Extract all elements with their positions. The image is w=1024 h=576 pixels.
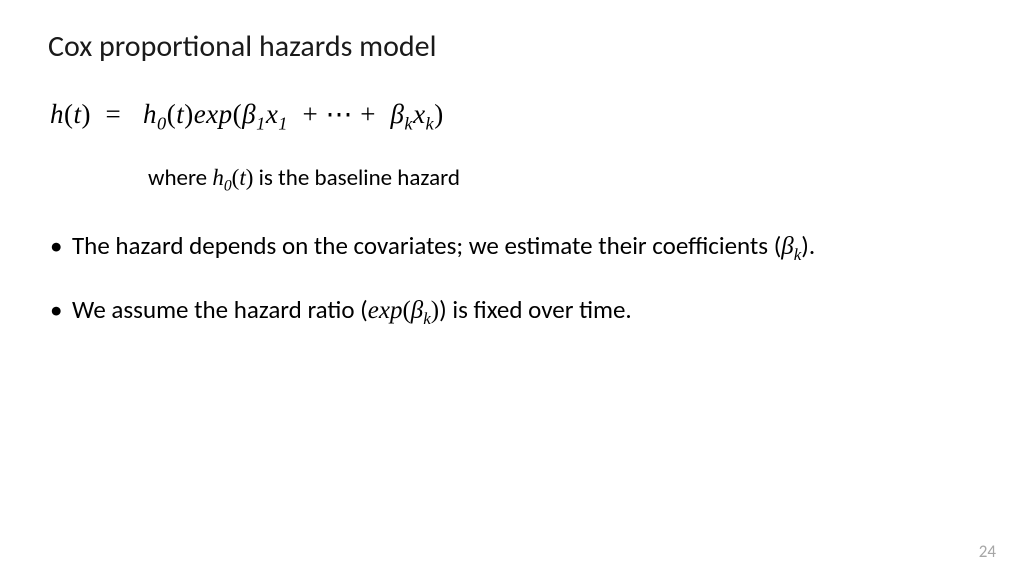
formula-x1-sub: 1	[278, 113, 288, 133]
bullet-2-pre: We assume the hazard ratio (	[72, 294, 368, 325]
where-clause: where h0(t) is the baseline hazard	[148, 164, 976, 196]
formula-xk-sub: k	[426, 113, 435, 133]
formula-base-arg: t	[176, 99, 184, 129]
formula-subk: k	[404, 113, 413, 133]
bullet-2-sub: k	[423, 309, 431, 328]
where-func: h	[212, 165, 224, 190]
main-formula: h(t) = h0(t)exp(β1x1 + ⋯ + βkxk)	[50, 99, 976, 134]
where-sub: 0	[224, 178, 232, 195]
formula-xk: x	[413, 99, 425, 129]
where-suffix: is the baseline hazard	[253, 164, 460, 192]
bullet-2-open: (	[402, 297, 410, 324]
formula-base-sub: 0	[157, 113, 167, 133]
formula-sub1: 1	[256, 113, 266, 133]
bullet-1-post: ).	[801, 230, 815, 261]
bullet-2-post: ) is fixed over time.	[439, 294, 632, 325]
formula-x1: x	[266, 99, 278, 129]
bullet-1-pre: The hazard depends on the covariates; we…	[72, 230, 781, 261]
bullet-1: The hazard depends on the covariates; we…	[48, 230, 976, 266]
formula-beta1: β	[242, 99, 256, 129]
bullet-2-close: )	[431, 297, 439, 324]
slide-title: Cox proportional hazards model	[48, 28, 976, 65]
page-number: 24	[979, 541, 996, 562]
formula-ellipsis: ⋯	[325, 99, 353, 129]
bullet-2-beta: β	[411, 297, 423, 324]
bullet-2-exp: exp	[368, 297, 403, 324]
formula-exp: exp	[194, 99, 233, 129]
bullet-2: We assume the hazard ratio (exp(βk)) is …	[48, 294, 976, 330]
bullet-list: The hazard depends on the covariates; we…	[48, 230, 976, 330]
formula-lhs-arg: t	[74, 99, 82, 129]
bullet-1-beta: β	[781, 233, 793, 260]
formula-base-func: h	[143, 99, 157, 129]
where-prefix: where	[148, 164, 212, 192]
formula-lhs-func: h	[50, 99, 64, 129]
formula-betak: β	[390, 99, 404, 129]
